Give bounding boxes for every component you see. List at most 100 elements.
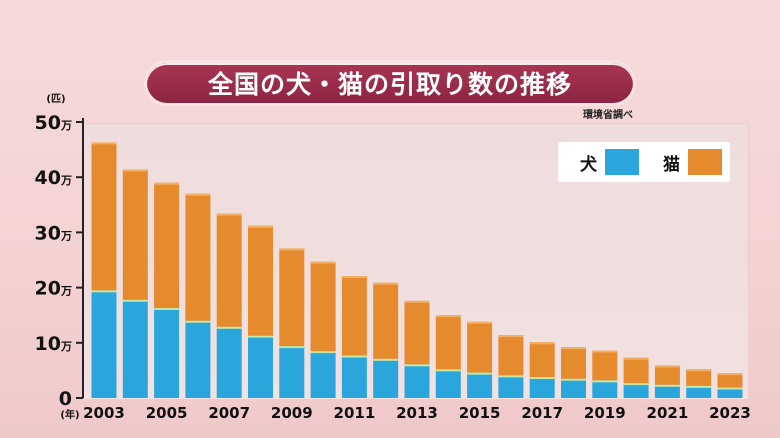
bar-top-dog-2018: [561, 378, 586, 381]
bar-cat-2009: [279, 248, 305, 347]
bar-dog-2023: [717, 387, 743, 398]
bar-top-cat-2014: [435, 315, 461, 318]
y-tick-label-3: 30万: [35, 222, 72, 244]
x-tick-label-2023: 2023: [709, 404, 751, 422]
bar-top-dog-2012: [373, 358, 399, 361]
bar-cat-2010: [310, 261, 336, 352]
legend: 犬 猫: [558, 142, 730, 182]
bar-top-cat-2017: [529, 342, 555, 345]
bar-top-dog-2011: [341, 355, 367, 358]
legend-swatch-dog: [605, 149, 639, 175]
bar-cat-2022: [686, 369, 712, 386]
bar-dog-2016: [498, 375, 524, 398]
bar-top-cat-2011: [341, 276, 367, 279]
bar-top-dog-2004: [122, 299, 148, 302]
bar-top-cat-2010: [310, 261, 336, 264]
bar-top-cat-2023: [717, 373, 743, 376]
x-tick-label-2005: 2005: [146, 404, 188, 422]
x-tick-label-2015: 2015: [459, 404, 501, 422]
bar-top-dog-2020: [623, 383, 649, 386]
bar-cat-2005: [154, 182, 180, 309]
bar-dog-2015: [467, 372, 493, 398]
x-tick-label-2021: 2021: [647, 404, 689, 422]
bar-top-cat-2013: [404, 300, 430, 303]
bar-dog-2005: [154, 308, 180, 398]
y-tick-label-0: 0: [59, 388, 72, 410]
bar-top-cat-2022: [686, 369, 712, 372]
bar-dog-2020: [623, 383, 649, 398]
bar-dog-2017: [529, 377, 555, 398]
bar-dog-2021: [654, 384, 680, 398]
bar-cat-2014: [435, 315, 461, 370]
x-tick-label-2003: 2003: [83, 404, 125, 422]
y-tick-label-4: 40万: [35, 167, 72, 189]
bar-dog-2013: [404, 364, 430, 398]
bar-cat-2006: [185, 193, 211, 321]
bar-dog-2011: [341, 355, 367, 398]
bar-top-dog-2021: [654, 384, 680, 387]
bar-cat-2023: [717, 373, 743, 388]
legend-label-cat: 猫: [663, 154, 680, 175]
bar-top-dog-2016: [498, 375, 524, 378]
bar-top-cat-2019: [592, 350, 618, 353]
x-tick-label-2011: 2011: [334, 404, 376, 422]
bar-cat-2021: [654, 365, 680, 385]
x-unit-label: (年): [60, 408, 79, 421]
bar-cat-2016: [498, 335, 524, 376]
bar-top-cat-2005: [154, 182, 180, 185]
bar-cat-2012: [373, 282, 399, 359]
bar-cat-2018: [561, 347, 586, 379]
bar-top-dog-2005: [154, 308, 180, 311]
bar-top-dog-2006: [185, 320, 211, 323]
legend-label-dog: 犬: [580, 154, 597, 175]
bar-top-cat-2008: [248, 225, 273, 228]
bar-dog-2008: [248, 335, 273, 398]
bar-cat-2011: [341, 276, 367, 356]
bar-top-cat-2012: [373, 282, 399, 285]
bar-dog-2014: [435, 369, 461, 398]
bar-top-cat-2006: [185, 193, 211, 196]
y-tick-label-2: 20万: [35, 278, 72, 300]
bar-top-dog-2015: [467, 372, 493, 375]
bar-top-dog-2008: [248, 335, 273, 338]
bar-top-dog-2017: [529, 377, 555, 380]
bar-cat-2013: [404, 300, 430, 365]
y-tick-label-5: 50万: [35, 112, 72, 134]
bar-top-dog-2022: [686, 385, 712, 388]
bar-dog-2004: [122, 299, 148, 398]
bar-cat-2003: [91, 142, 117, 291]
bar-top-cat-2018: [561, 347, 586, 350]
chart-title: 全国の犬・猫の引取り数の推移: [207, 70, 572, 99]
bar-dog-2022: [686, 385, 712, 398]
x-tick-label-2009: 2009: [271, 404, 313, 422]
bar-cat-2007: [216, 213, 242, 327]
bar-top-dog-2014: [435, 369, 461, 372]
legend-swatch-cat: [688, 149, 722, 175]
bar-top-cat-2007: [216, 213, 242, 216]
bar-cat-2015: [467, 321, 493, 373]
bar-dog-2006: [185, 320, 211, 398]
bar-top-dog-2010: [310, 351, 336, 354]
bar-dog-2003: [91, 290, 117, 398]
x-tick-label-2017: 2017: [521, 404, 563, 422]
y-unit-label: (匹): [46, 93, 65, 105]
bar-cat-2020: [623, 357, 649, 384]
x-tick-label-2013: 2013: [396, 404, 438, 422]
bar-top-cat-2016: [498, 335, 524, 338]
bar-top-dog-2019: [592, 380, 618, 383]
bar-dog-2009: [279, 346, 305, 398]
bar-dog-2012: [373, 358, 399, 398]
bar-top-cat-2021: [654, 365, 680, 368]
bar-top-cat-2004: [122, 169, 148, 172]
chart-source: 環境省調べ: [583, 110, 633, 121]
x-tick-label-2007: 2007: [208, 404, 250, 422]
x-tick-label-2019: 2019: [584, 404, 626, 422]
bar-cat-2019: [592, 350, 618, 381]
bar-dog-2018: [561, 378, 586, 398]
bar-top-dog-2013: [404, 364, 430, 367]
bar-cat-2008: [248, 225, 273, 336]
bar-cat-2004: [122, 169, 148, 300]
chart-title-banner: 全国の犬・猫の引取り数の推移: [147, 63, 633, 103]
bar-top-dog-2007: [216, 326, 242, 329]
